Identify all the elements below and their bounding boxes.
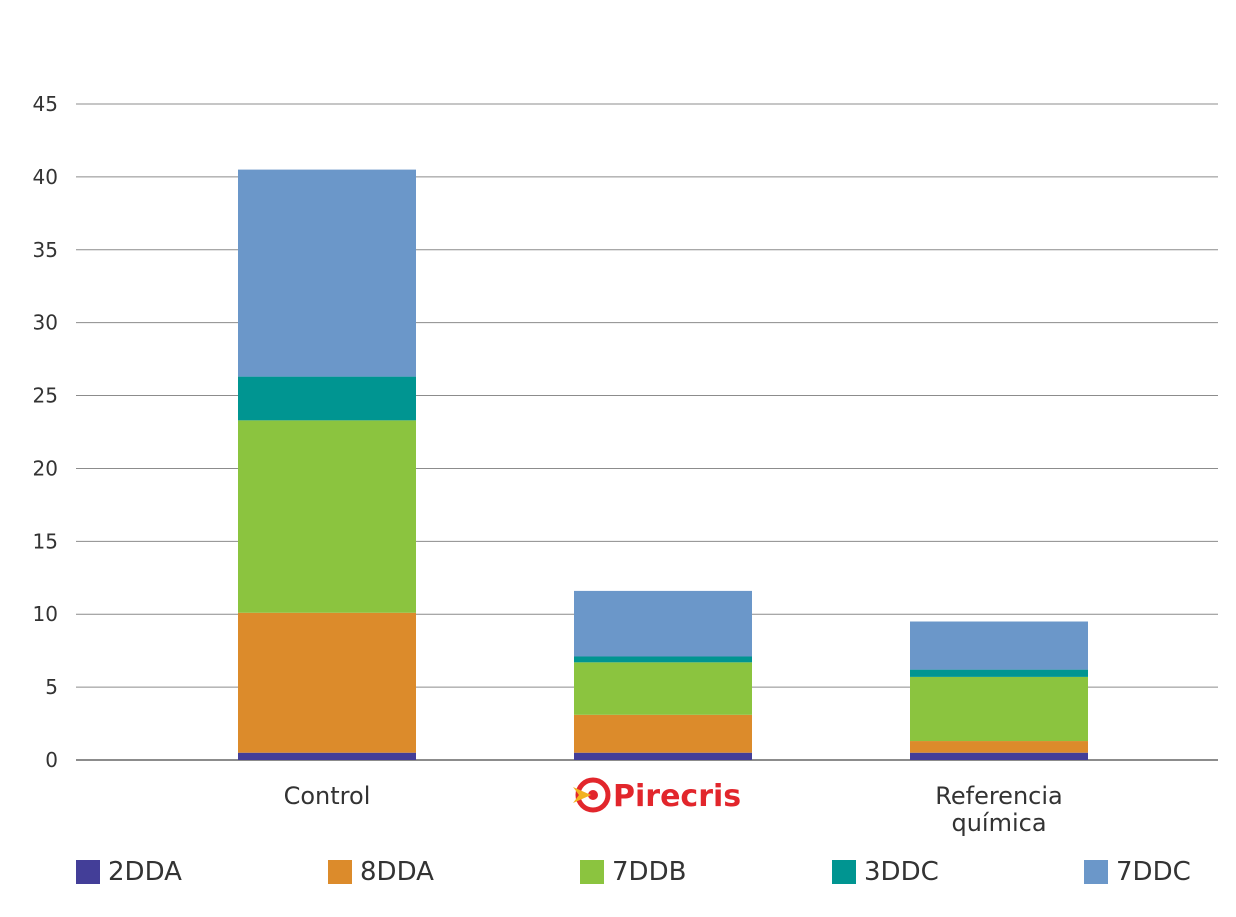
legend-swatch-8dda — [328, 860, 352, 884]
y-axis-ticks: 0 5 10 15 20 25 30 35 40 45 — [33, 92, 58, 772]
bar-segment-3ddc — [910, 669, 1088, 677]
bar-segment-2dda — [238, 752, 416, 760]
legend-swatch-7ddb — [580, 860, 604, 884]
legend-swatch-3ddc — [832, 860, 856, 884]
bar-segment-3ddc — [238, 376, 416, 421]
bars — [238, 169, 1088, 760]
bar-segment-2dda — [574, 752, 752, 760]
legend-label-3ddc: 3DDC — [864, 857, 939, 887]
y-tick-label: 20 — [33, 456, 58, 480]
legend-item-8dda: 8DDA — [328, 852, 434, 892]
category-label: Control — [284, 782, 371, 810]
legend-label-2dda: 2DDA — [108, 857, 182, 887]
category-label: Pirecris — [613, 779, 741, 814]
y-tick-label: 0 — [45, 748, 58, 772]
legend-item-2dda: 2DDA — [76, 852, 182, 892]
arrow-icon — [573, 787, 591, 803]
y-tick-label: 30 — [33, 311, 58, 335]
bar-segment-7ddc — [910, 621, 1088, 670]
y-tick-label: 40 — [33, 165, 58, 189]
bar-segment-3ddc — [574, 656, 752, 663]
legend-swatch-7ddc — [1084, 860, 1108, 884]
bar-segment-7ddb — [574, 662, 752, 715]
legend-item-7ddb: 7DDB — [580, 852, 686, 892]
bar-segment-7ddc — [238, 169, 416, 377]
bar-segment-8dda — [574, 714, 752, 753]
pirecris-logo: Pirecris — [573, 777, 741, 814]
legend-swatch-2dda — [76, 860, 100, 884]
y-tick-label: 10 — [33, 602, 58, 626]
bar-segment-7ddb — [238, 420, 416, 613]
bar-segment-7ddb — [910, 676, 1088, 742]
y-tick-label: 5 — [45, 675, 58, 699]
y-tick-label: 25 — [33, 384, 58, 408]
legend-item-7ddc: 7DDC — [1084, 852, 1191, 892]
stacked-bar-chart: 0 5 10 15 20 25 30 35 40 45 Control Pirecris Refere… — [33, 92, 1218, 837]
bar-segment-8dda — [910, 741, 1088, 753]
legend: 2DDA 8DDA 7DDB 3DDC 7DDC — [76, 852, 1236, 892]
y-tick-label: 35 — [33, 238, 58, 262]
target-center-icon — [588, 790, 598, 800]
bar-segment-8dda — [238, 612, 416, 753]
category-label: Referencia — [935, 782, 1062, 810]
legend-label-7ddc: 7DDC — [1116, 857, 1191, 887]
legend-label-8dda: 8DDA — [360, 857, 434, 887]
legend-label-7ddb: 7DDB — [612, 857, 687, 887]
legend-item-3ddc: 3DDC — [832, 852, 939, 892]
bar-segment-2dda — [910, 752, 1088, 760]
y-tick-label: 45 — [33, 92, 58, 116]
bar-segment-7ddc — [574, 590, 752, 657]
target-icon — [575, 777, 611, 813]
category-label: química — [951, 809, 1046, 837]
y-tick-label: 15 — [33, 529, 58, 553]
